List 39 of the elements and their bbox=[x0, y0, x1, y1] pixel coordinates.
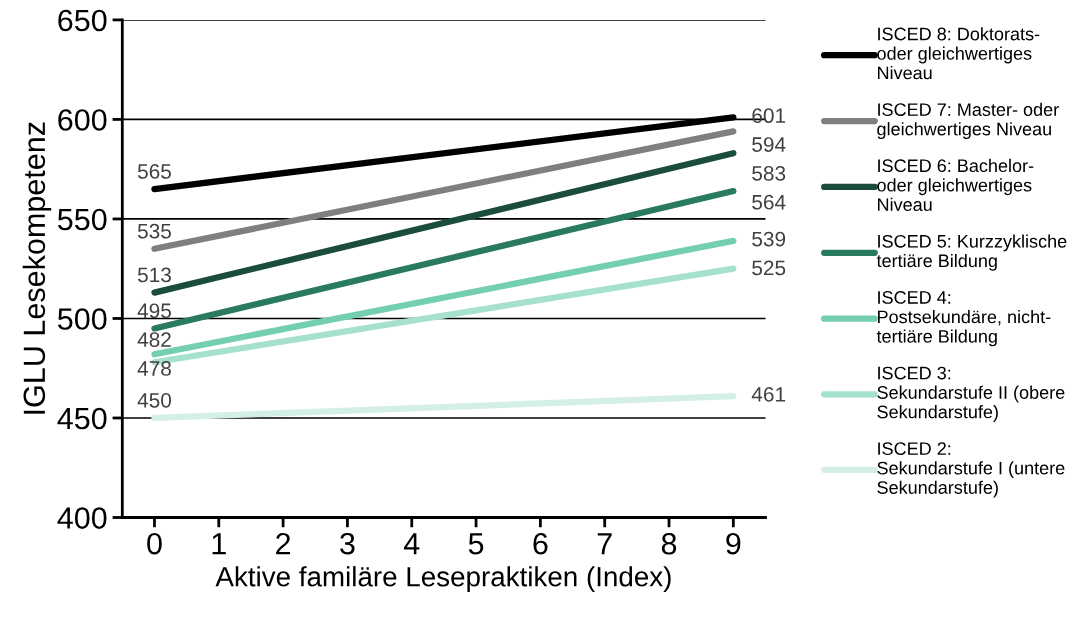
data-label: 601 bbox=[752, 108, 786, 124]
y-axis-title: IGLU Lesekompetenz bbox=[22, 122, 52, 414]
data-label: 539 bbox=[752, 231, 786, 247]
data-label: 478 bbox=[137, 361, 171, 376]
x-tick-label: 2 bbox=[276, 532, 291, 555]
data-label: 583 bbox=[752, 166, 786, 181]
legend-label: ISCED 8: Doktorats- oder gleichwertiges Niveau bbox=[877, 27, 1040, 80]
y-tick-label: 450 bbox=[57, 407, 107, 430]
data-label: 565 bbox=[137, 164, 171, 179]
data-label: 525 bbox=[752, 260, 786, 276]
x-tick-label: 4 bbox=[403, 533, 420, 555]
x-tick-label: 6 bbox=[533, 532, 548, 555]
x-tick-label: 1 bbox=[212, 533, 226, 555]
data-label: 495 bbox=[137, 303, 171, 319]
x-tick-label: 9 bbox=[726, 532, 741, 555]
legend-label: ISCED 4: Postsekundäre, nicht- tertiäre Bildung bbox=[876, 291, 1051, 347]
x-tick-label: 5 bbox=[468, 533, 484, 555]
legend-label: ISCED 2: Sekundarstufe I (untere Sekundarstufe) bbox=[877, 442, 1065, 498]
x-tick-label: 8 bbox=[661, 532, 677, 555]
data-label: 450 bbox=[137, 392, 172, 408]
legend-label: ISCED 5: Kurzzyklische tertiäre Bildung bbox=[876, 234, 1067, 271]
data-label: 461 bbox=[751, 386, 786, 402]
legend-label: ISCED 3: Sekundarstufe II (obere Sekundarstufe) bbox=[877, 366, 1065, 422]
x-tick-label: 3 bbox=[340, 532, 355, 555]
data-label: 594 bbox=[752, 137, 786, 152]
x-axis-title: Aktive familäre Lesepraktiken (Index) bbox=[215, 566, 671, 593]
data-label: 482 bbox=[137, 332, 171, 347]
y-tick-label: 500 bbox=[57, 308, 107, 330]
x-tick-label: 0 bbox=[147, 532, 162, 555]
legend-label: ISCED 7: Master- oder gleichwertiges Niveau bbox=[877, 102, 1059, 139]
x-tick-label: 7 bbox=[597, 533, 612, 555]
data-label: 513 bbox=[137, 267, 171, 283]
data-label: 535 bbox=[137, 223, 171, 239]
y-tick-label: 650 bbox=[58, 9, 107, 32]
data-label: 564 bbox=[752, 194, 786, 210]
legend-label: ISCED 6: Bachelor- oder gleichwertiges Niveau bbox=[877, 158, 1034, 212]
y-tick-label: 400 bbox=[57, 507, 107, 529]
y-tick-label: 550 bbox=[57, 208, 107, 231]
y-tick-label: 600 bbox=[58, 109, 107, 131]
